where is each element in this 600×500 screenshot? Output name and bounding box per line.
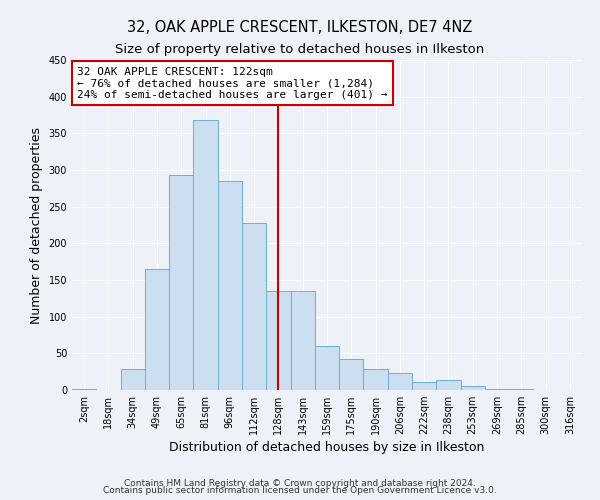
Bar (436, 380, 461, 390)
Text: 32 OAK APPLE CRESCENT: 122sqm
← 76% of detached houses are smaller (1,284)
24% o: 32 OAK APPLE CRESCENT: 122sqm ← 76% of d… (77, 66, 388, 100)
Bar (388, 373, 412, 390)
Bar (339, 359, 364, 390)
Text: Size of property relative to detached houses in Ilkeston: Size of property relative to detached ho… (115, 42, 485, 56)
Y-axis label: Number of detached properties: Number of detached properties (30, 126, 43, 324)
X-axis label: Distribution of detached houses by size in Ilkeston: Distribution of detached houses by size … (169, 442, 485, 454)
Bar (364, 370, 388, 390)
Text: Contains HM Land Registry data © Crown copyright and database right 2024.: Contains HM Land Registry data © Crown c… (124, 478, 476, 488)
Bar (485, 388, 509, 390)
Bar (509, 388, 533, 390)
Bar (121, 370, 145, 390)
Bar (242, 223, 266, 390)
Bar (290, 291, 315, 390)
Bar (315, 346, 339, 390)
Bar (461, 386, 485, 390)
Text: Contains public sector information licensed under the Open Government Licence v3: Contains public sector information licen… (103, 486, 497, 495)
Bar (412, 382, 436, 390)
Bar (193, 120, 218, 390)
Bar (266, 291, 290, 390)
Text: 32, OAK APPLE CRESCENT, ILKESTON, DE7 4NZ: 32, OAK APPLE CRESCENT, ILKESTON, DE7 4N… (127, 20, 473, 35)
Bar (169, 175, 193, 390)
Bar (72, 388, 96, 390)
Bar (218, 181, 242, 390)
Bar (145, 269, 169, 390)
